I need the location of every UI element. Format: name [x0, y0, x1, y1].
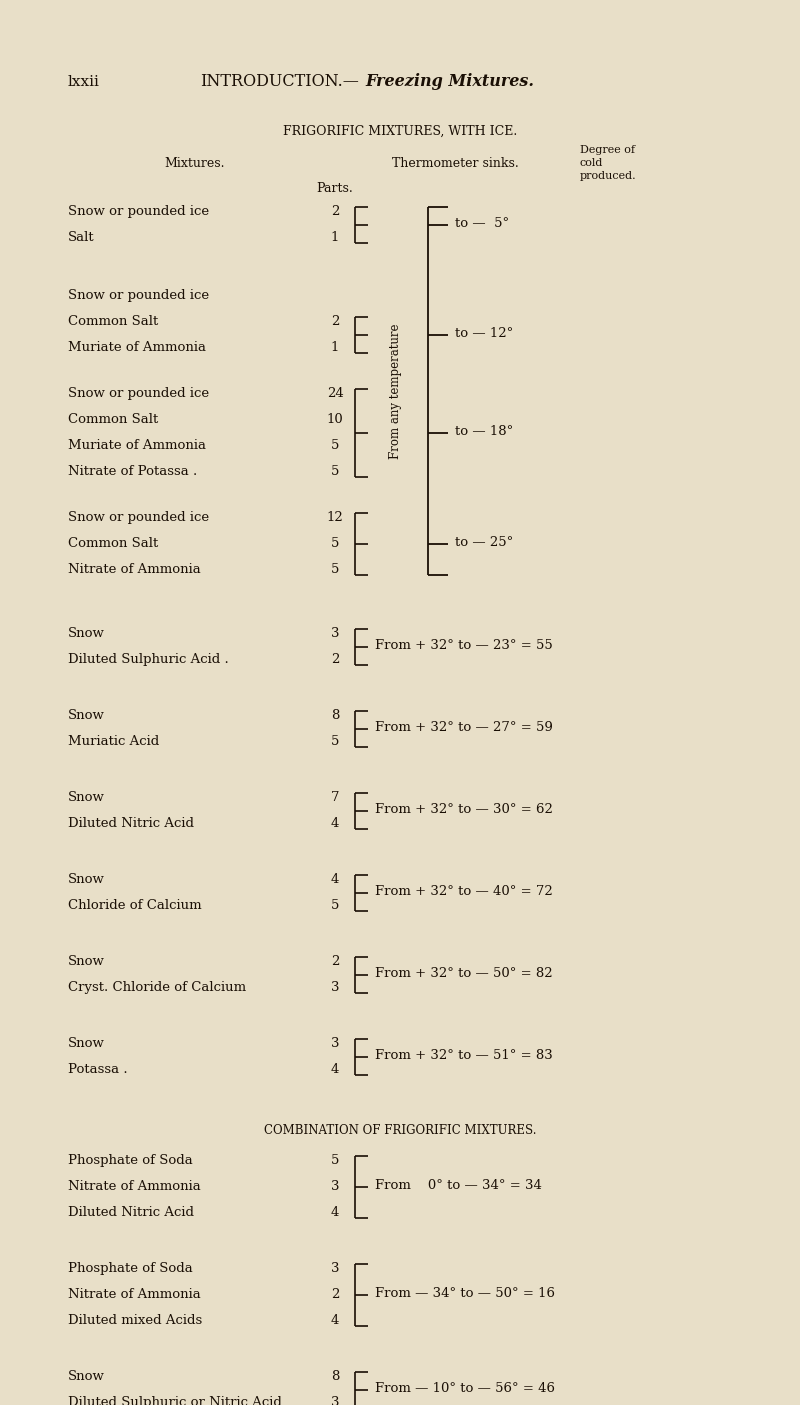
- Text: Snow: Snow: [68, 1370, 105, 1383]
- Text: 10: 10: [326, 413, 343, 426]
- Text: 7: 7: [330, 791, 339, 804]
- Text: 5: 5: [331, 537, 339, 549]
- Text: From + 32° to — 30° = 62: From + 32° to — 30° = 62: [375, 804, 553, 816]
- Text: Parts.: Parts.: [317, 183, 354, 195]
- Text: Common Salt: Common Salt: [68, 537, 158, 549]
- Text: Snow or pounded ice: Snow or pounded ice: [68, 289, 209, 302]
- Text: Muriate of Ammonia: Muriate of Ammonia: [68, 438, 206, 452]
- Text: 5: 5: [331, 899, 339, 912]
- Text: 3: 3: [330, 1037, 339, 1050]
- Text: From + 32° to — 50° = 82: From + 32° to — 50° = 82: [375, 967, 553, 981]
- Text: From + 32° to — 27° = 59: From + 32° to — 27° = 59: [375, 721, 553, 733]
- Text: From    0° to — 34° = 34: From 0° to — 34° = 34: [375, 1179, 542, 1191]
- Text: INTRODUCTION.—: INTRODUCTION.—: [200, 73, 359, 90]
- Text: 2: 2: [331, 955, 339, 968]
- Text: From — 34° to — 50° = 16: From — 34° to — 50° = 16: [375, 1287, 555, 1300]
- Text: Thermometer sinks.: Thermometer sinks.: [392, 157, 518, 170]
- Text: From — 10° to — 56° = 46: From — 10° to — 56° = 46: [375, 1383, 555, 1395]
- Text: to — 12°: to — 12°: [455, 327, 514, 340]
- Text: 4: 4: [331, 1205, 339, 1220]
- Text: Diluted Nitric Acid: Diluted Nitric Acid: [68, 816, 194, 830]
- Text: Snow: Snow: [68, 955, 105, 968]
- Text: Snow or pounded ice: Snow or pounded ice: [68, 386, 209, 400]
- Text: to — 25°: to — 25°: [455, 535, 514, 549]
- Text: 1: 1: [331, 341, 339, 354]
- Text: 1: 1: [331, 230, 339, 244]
- Text: 8: 8: [331, 710, 339, 722]
- Text: 5: 5: [331, 465, 339, 478]
- Text: 2: 2: [331, 315, 339, 327]
- Text: 5: 5: [331, 735, 339, 747]
- Text: Phosphate of Soda: Phosphate of Soda: [68, 1262, 193, 1274]
- Text: Degree of: Degree of: [580, 145, 635, 155]
- Text: From + 32° to — 40° = 72: From + 32° to — 40° = 72: [375, 885, 553, 898]
- Text: 2: 2: [331, 1288, 339, 1301]
- Text: cold: cold: [580, 157, 603, 169]
- Text: 4: 4: [331, 1314, 339, 1326]
- Text: Snow or pounded ice: Snow or pounded ice: [68, 511, 209, 524]
- Text: 8: 8: [331, 1370, 339, 1383]
- Text: From any temperature: From any temperature: [389, 323, 402, 459]
- Text: 4: 4: [331, 816, 339, 830]
- Text: 2: 2: [331, 205, 339, 218]
- Text: Snow: Snow: [68, 873, 105, 887]
- Text: Snow: Snow: [68, 710, 105, 722]
- Text: Diluted Sulphuric Acid .: Diluted Sulphuric Acid .: [68, 653, 229, 666]
- Text: 5: 5: [331, 438, 339, 452]
- Text: lxxii: lxxii: [68, 74, 100, 89]
- Text: Snow or pounded ice: Snow or pounded ice: [68, 205, 209, 218]
- Text: Diluted Nitric Acid: Diluted Nitric Acid: [68, 1205, 194, 1220]
- Text: Salt: Salt: [68, 230, 94, 244]
- Text: 3: 3: [330, 627, 339, 641]
- Text: 3: 3: [330, 981, 339, 993]
- Text: Muriatic Acid: Muriatic Acid: [68, 735, 159, 747]
- Text: Nitrate of Potassa .: Nitrate of Potassa .: [68, 465, 198, 478]
- Text: to —  5°: to — 5°: [455, 216, 509, 230]
- Text: Nitrate of Ammonia: Nitrate of Ammonia: [68, 1180, 201, 1193]
- Text: COMBINATION OF FRIGORIFIC MIXTURES.: COMBINATION OF FRIGORIFIC MIXTURES.: [264, 1124, 536, 1137]
- Text: Muriate of Ammonia: Muriate of Ammonia: [68, 341, 206, 354]
- Text: 12: 12: [326, 511, 343, 524]
- Text: Snow: Snow: [68, 627, 105, 641]
- Text: 5: 5: [331, 1154, 339, 1168]
- Text: Snow: Snow: [68, 791, 105, 804]
- Text: to — 18°: to — 18°: [455, 424, 514, 438]
- Text: Mixtures.: Mixtures.: [165, 157, 226, 170]
- Text: FRIGORIFIC MIXTURES, WITH ICE.: FRIGORIFIC MIXTURES, WITH ICE.: [283, 125, 517, 138]
- Text: 4: 4: [331, 873, 339, 887]
- Text: 5: 5: [331, 563, 339, 576]
- Text: Common Salt: Common Salt: [68, 315, 158, 327]
- Text: Diluted mixed Acids: Diluted mixed Acids: [68, 1314, 202, 1326]
- Text: produced.: produced.: [580, 171, 637, 181]
- Text: Cryst. Chloride of Calcium: Cryst. Chloride of Calcium: [68, 981, 246, 993]
- Text: 3: 3: [330, 1262, 339, 1274]
- Text: From + 32° to — 23° = 55: From + 32° to — 23° = 55: [375, 639, 553, 652]
- Text: 2: 2: [331, 653, 339, 666]
- Text: 24: 24: [326, 386, 343, 400]
- Text: 4: 4: [331, 1064, 339, 1076]
- Text: Snow: Snow: [68, 1037, 105, 1050]
- Text: Phosphate of Soda: Phosphate of Soda: [68, 1154, 193, 1168]
- Text: Diluted Sulphuric or Nitric Acid: Diluted Sulphuric or Nitric Acid: [68, 1397, 282, 1405]
- Text: Freezing Mixtures.: Freezing Mixtures.: [365, 73, 534, 90]
- Text: From + 32° to — 51° = 83: From + 32° to — 51° = 83: [375, 1050, 553, 1062]
- Text: Nitrate of Ammonia: Nitrate of Ammonia: [68, 563, 201, 576]
- Text: 3: 3: [330, 1397, 339, 1405]
- Text: Common Salt: Common Salt: [68, 413, 158, 426]
- Text: 3: 3: [330, 1180, 339, 1193]
- Text: Chloride of Calcium: Chloride of Calcium: [68, 899, 202, 912]
- Text: Nitrate of Ammonia: Nitrate of Ammonia: [68, 1288, 201, 1301]
- Text: Potassa .: Potassa .: [68, 1064, 128, 1076]
